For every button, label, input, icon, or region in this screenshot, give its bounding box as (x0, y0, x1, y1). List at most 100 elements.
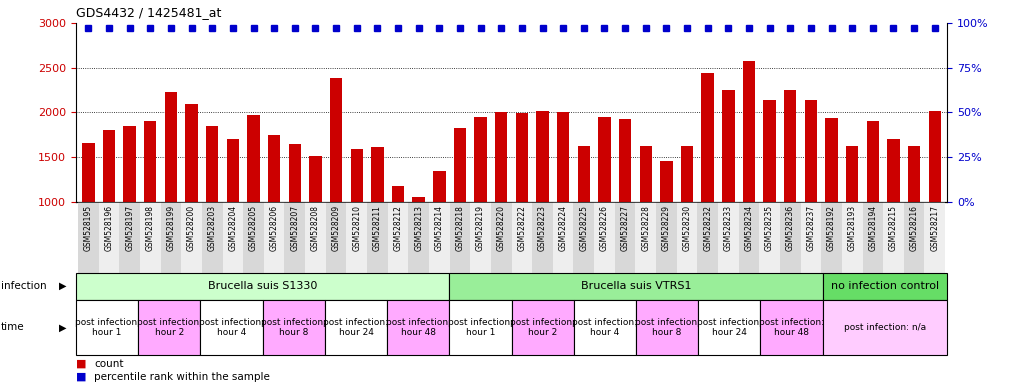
Bar (635, 202, 656, 273)
Text: GSM528197: GSM528197 (126, 205, 134, 251)
Text: GSM528200: GSM528200 (187, 205, 197, 251)
Text: GSM528196: GSM528196 (104, 205, 113, 251)
Bar (532, 202, 553, 273)
Text: GSM528235: GSM528235 (765, 205, 774, 251)
Text: ▶: ▶ (59, 322, 66, 333)
Bar (698, 300, 761, 355)
Text: GSM528194: GSM528194 (868, 205, 877, 251)
Bar (82, 143, 94, 202)
Text: GSM528237: GSM528237 (806, 205, 815, 251)
Bar (573, 300, 636, 355)
Bar (330, 78, 342, 202)
Bar (697, 202, 718, 273)
Text: GSM528224: GSM528224 (559, 205, 567, 251)
Text: GSM528199: GSM528199 (166, 205, 175, 251)
Text: GSM528206: GSM528206 (269, 205, 279, 251)
Bar (450, 273, 823, 300)
Bar (124, 126, 136, 202)
Bar (202, 202, 223, 273)
Text: GSM528227: GSM528227 (621, 205, 630, 251)
Text: post infection:
hour 2: post infection: hour 2 (511, 318, 575, 337)
Bar (140, 202, 161, 273)
Bar (434, 171, 446, 202)
Bar (243, 202, 263, 273)
Bar (262, 300, 325, 355)
Text: GSM528212: GSM528212 (393, 205, 402, 251)
Bar (454, 128, 466, 202)
Bar (161, 202, 181, 273)
Bar (392, 186, 404, 202)
Bar (780, 202, 800, 273)
Bar (577, 146, 590, 202)
Bar (102, 130, 115, 202)
Bar (388, 202, 408, 273)
Bar (904, 202, 925, 273)
Bar (76, 300, 138, 355)
Bar (268, 135, 281, 202)
Text: GSM528219: GSM528219 (476, 205, 485, 251)
Bar (557, 113, 569, 202)
Text: GSM528208: GSM528208 (311, 205, 320, 251)
Text: GSM528234: GSM528234 (745, 205, 754, 251)
Bar (450, 300, 512, 355)
Text: GSM528229: GSM528229 (661, 205, 671, 251)
Bar (223, 202, 243, 273)
Text: infection: infection (1, 281, 47, 291)
Bar (165, 92, 177, 202)
Bar (285, 202, 305, 273)
Text: GDS4432 / 1425481_at: GDS4432 / 1425481_at (76, 6, 222, 19)
Bar (289, 144, 301, 202)
Text: post infection:
hour 8: post infection: hour 8 (261, 318, 326, 337)
Bar (495, 113, 508, 202)
Bar (185, 104, 198, 202)
Bar (823, 273, 947, 300)
Bar (227, 139, 239, 202)
Text: Brucella suis VTRS1: Brucella suis VTRS1 (580, 281, 691, 291)
Text: GSM528192: GSM528192 (827, 205, 836, 251)
Bar (138, 300, 201, 355)
Bar (738, 202, 760, 273)
Bar (883, 202, 904, 273)
Text: GSM528213: GSM528213 (414, 205, 423, 251)
Bar (764, 100, 776, 202)
Text: post infection:
hour 4: post infection: hour 4 (199, 318, 264, 337)
Bar (660, 161, 673, 202)
Bar (636, 300, 698, 355)
Text: GSM528217: GSM528217 (930, 205, 939, 251)
Bar (722, 90, 734, 202)
Bar (144, 121, 156, 202)
Bar (367, 202, 388, 273)
Bar (512, 300, 573, 355)
Bar (325, 300, 387, 355)
Text: GSM528198: GSM528198 (146, 205, 155, 251)
Bar (701, 73, 714, 202)
Bar (408, 202, 428, 273)
Text: GSM528230: GSM528230 (683, 205, 692, 251)
Bar (516, 113, 528, 202)
Bar (760, 202, 780, 273)
Text: ■: ■ (76, 359, 86, 369)
Text: GSM528233: GSM528233 (724, 205, 732, 251)
Text: GSM528204: GSM528204 (228, 205, 237, 251)
Bar (800, 202, 822, 273)
Bar (553, 202, 573, 273)
Text: post infection:
hour 1: post infection: hour 1 (448, 318, 513, 337)
Text: GSM528223: GSM528223 (538, 205, 547, 251)
Bar (450, 202, 470, 273)
Text: post infection:
hour 2: post infection: hour 2 (137, 318, 202, 337)
Text: GSM528222: GSM528222 (518, 205, 527, 251)
Bar (206, 126, 219, 202)
Bar (387, 300, 450, 355)
Text: Brucella suis S1330: Brucella suis S1330 (208, 281, 317, 291)
Bar (656, 202, 677, 273)
Text: time: time (1, 322, 24, 333)
Text: GSM528209: GSM528209 (331, 205, 340, 251)
Bar (681, 146, 693, 202)
Bar (247, 115, 259, 202)
Bar (846, 146, 858, 202)
Text: GSM528220: GSM528220 (496, 205, 505, 251)
Bar (512, 202, 532, 273)
Bar (842, 202, 862, 273)
Bar (784, 90, 796, 202)
Bar (309, 156, 322, 202)
